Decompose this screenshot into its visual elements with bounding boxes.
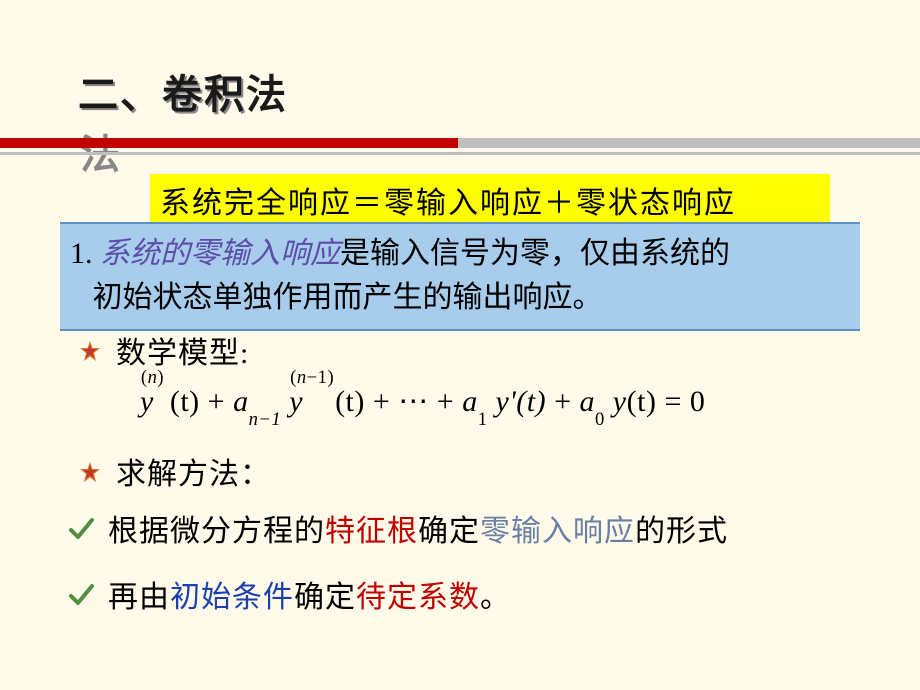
checkmark-icon <box>68 582 94 608</box>
eq-yprime: y'(t) <box>496 385 547 418</box>
star-bullet-icon <box>78 461 102 485</box>
definition-box: 1. 系统的零输入响应是输入信号为零，仅由系统的 初始状态单独作用而产生的输出响… <box>60 222 860 331</box>
step1-pre: 根据微分方程的 <box>108 515 325 548</box>
step1-red: 特征根 <box>325 515 418 548</box>
step2-red: 待定系数 <box>356 581 480 614</box>
title-rule-thick <box>0 138 920 148</box>
eq-sub-n1: n−1 <box>249 409 282 430</box>
eq-sub-0: 0 <box>595 409 605 430</box>
step2-post: 。 <box>480 581 511 614</box>
row-step-1: 根据微分方程的特征根确定零输入响应的形式 <box>68 510 848 554</box>
definition-number: 1. <box>70 237 100 270</box>
math-model-label: 数学模型: <box>116 332 249 376</box>
step-1-text: 根据微分方程的特征根确定零输入响应的形式 <box>108 510 728 554</box>
eq-y-sym: y <box>140 385 154 418</box>
definition-line2: 初始状态单独作用而产生的输出响应。 <box>93 281 603 314</box>
step2-blue: 初始条件 <box>170 581 294 614</box>
eq-y: y(n) <box>140 385 154 419</box>
row-step-2: 再由初始条件确定待定系数。 <box>68 576 848 620</box>
step1-mid: 确定 <box>418 515 480 548</box>
definition-line1: 是输入信号为零，仅由系统的 <box>340 237 730 270</box>
eq-of-t-2: (t) <box>335 385 365 418</box>
title-rule-gray <box>458 138 920 148</box>
eq-of-t-1: (t) <box>170 385 200 418</box>
eq-y2-sym: y <box>289 385 303 418</box>
title-rule-red <box>0 138 458 148</box>
row-solution-method: 求解方法： <box>78 453 858 497</box>
banner-equation: 系统完全响应＝零输入响应＋零状态响应 <box>150 174 830 226</box>
step-2-text: 再由初始条件确定待定系数。 <box>108 576 511 620</box>
step2-pre: 再由 <box>108 581 170 614</box>
eq-dots: + ⋯ + <box>365 385 462 418</box>
step1-post: 的形式 <box>635 515 728 548</box>
slide-title: 二、卷积法 <box>78 62 288 120</box>
eq-plus-1: + <box>200 385 233 418</box>
slide-title-block: 二、卷积法 二、卷积法 <box>78 62 288 120</box>
eq-a3: a <box>580 385 596 418</box>
step2-mid: 确定 <box>294 581 356 614</box>
step1-gray: 零输入响应 <box>480 515 635 548</box>
eq-plus-3: + <box>546 385 579 418</box>
star-bullet-icon <box>78 340 102 364</box>
eq-eq0: = 0 <box>656 385 705 418</box>
eq-a1: a <box>233 385 249 418</box>
eq-y3: y <box>613 385 627 418</box>
row-math-model: 数学模型: <box>78 332 858 376</box>
eq-of-t-3: (t) <box>627 385 657 418</box>
solution-method-label: 求解方法： <box>116 453 271 497</box>
title-rule-thin <box>0 152 920 155</box>
definition-emph: 系统的零输入响应 <box>100 237 340 270</box>
eq-y2: y(n−1) <box>289 385 303 419</box>
eq-sub-1: 1 <box>478 409 488 430</box>
checkmark-icon <box>68 516 94 542</box>
eq-a2: a <box>462 385 478 418</box>
differential-equation: y(n) (t) + an−1 y(n−1) (t) + ⋯ + a1 y'(t… <box>140 384 705 424</box>
